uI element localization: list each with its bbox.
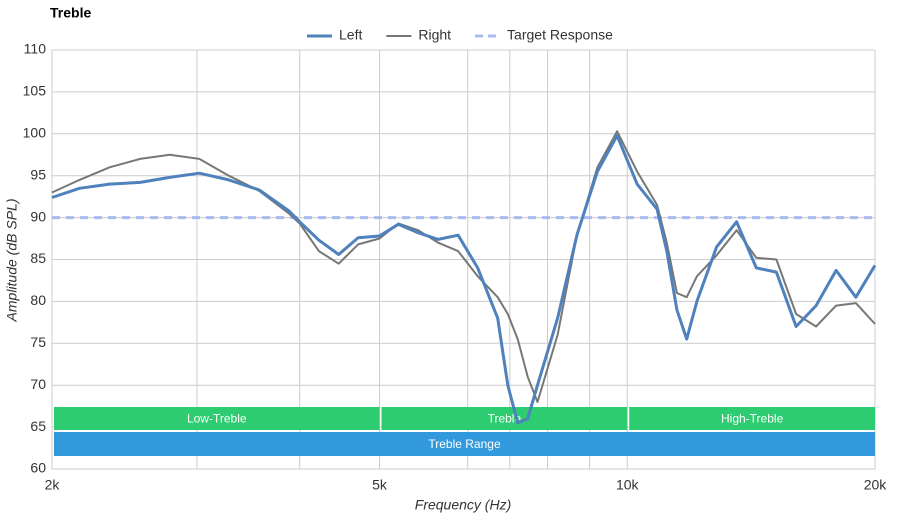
x-tick-label: 2k [45,477,61,493]
band [629,407,875,430]
band [54,432,875,456]
legend-label: Left [339,27,362,43]
x-axis-label: Frequency (Hz) [415,497,511,513]
band-label: High-Treble [721,412,784,426]
legend-label: Target Response [507,27,613,43]
band [381,407,628,430]
y-tick-label: 95 [30,166,46,182]
y-tick-label: 70 [30,376,46,392]
y-tick-label: 90 [30,208,46,224]
series-line [51,134,877,425]
legend-label: Right [418,27,451,43]
y-tick-label: 65 [30,418,46,434]
band [54,407,380,430]
y-tick-label: 105 [23,83,47,99]
band-label: Low-Treble [187,412,247,426]
y-tick-label: 85 [30,250,46,266]
y-tick-label: 60 [30,460,46,476]
band-label: Treble [488,412,522,426]
x-tick-label: 20k [864,477,888,493]
x-tick-label: 10k [616,477,640,493]
series-line [51,130,876,403]
y-tick-label: 100 [23,125,47,141]
band-label: Treble Range [428,437,501,451]
chart-title: Treble [50,5,91,21]
y-axis-label: Amplitude (dB SPL) [4,199,20,323]
y-tick-label: 75 [30,334,46,350]
y-tick-label: 110 [24,41,47,57]
x-tick-label: 5k [372,477,388,493]
y-tick-label: 80 [30,292,46,308]
